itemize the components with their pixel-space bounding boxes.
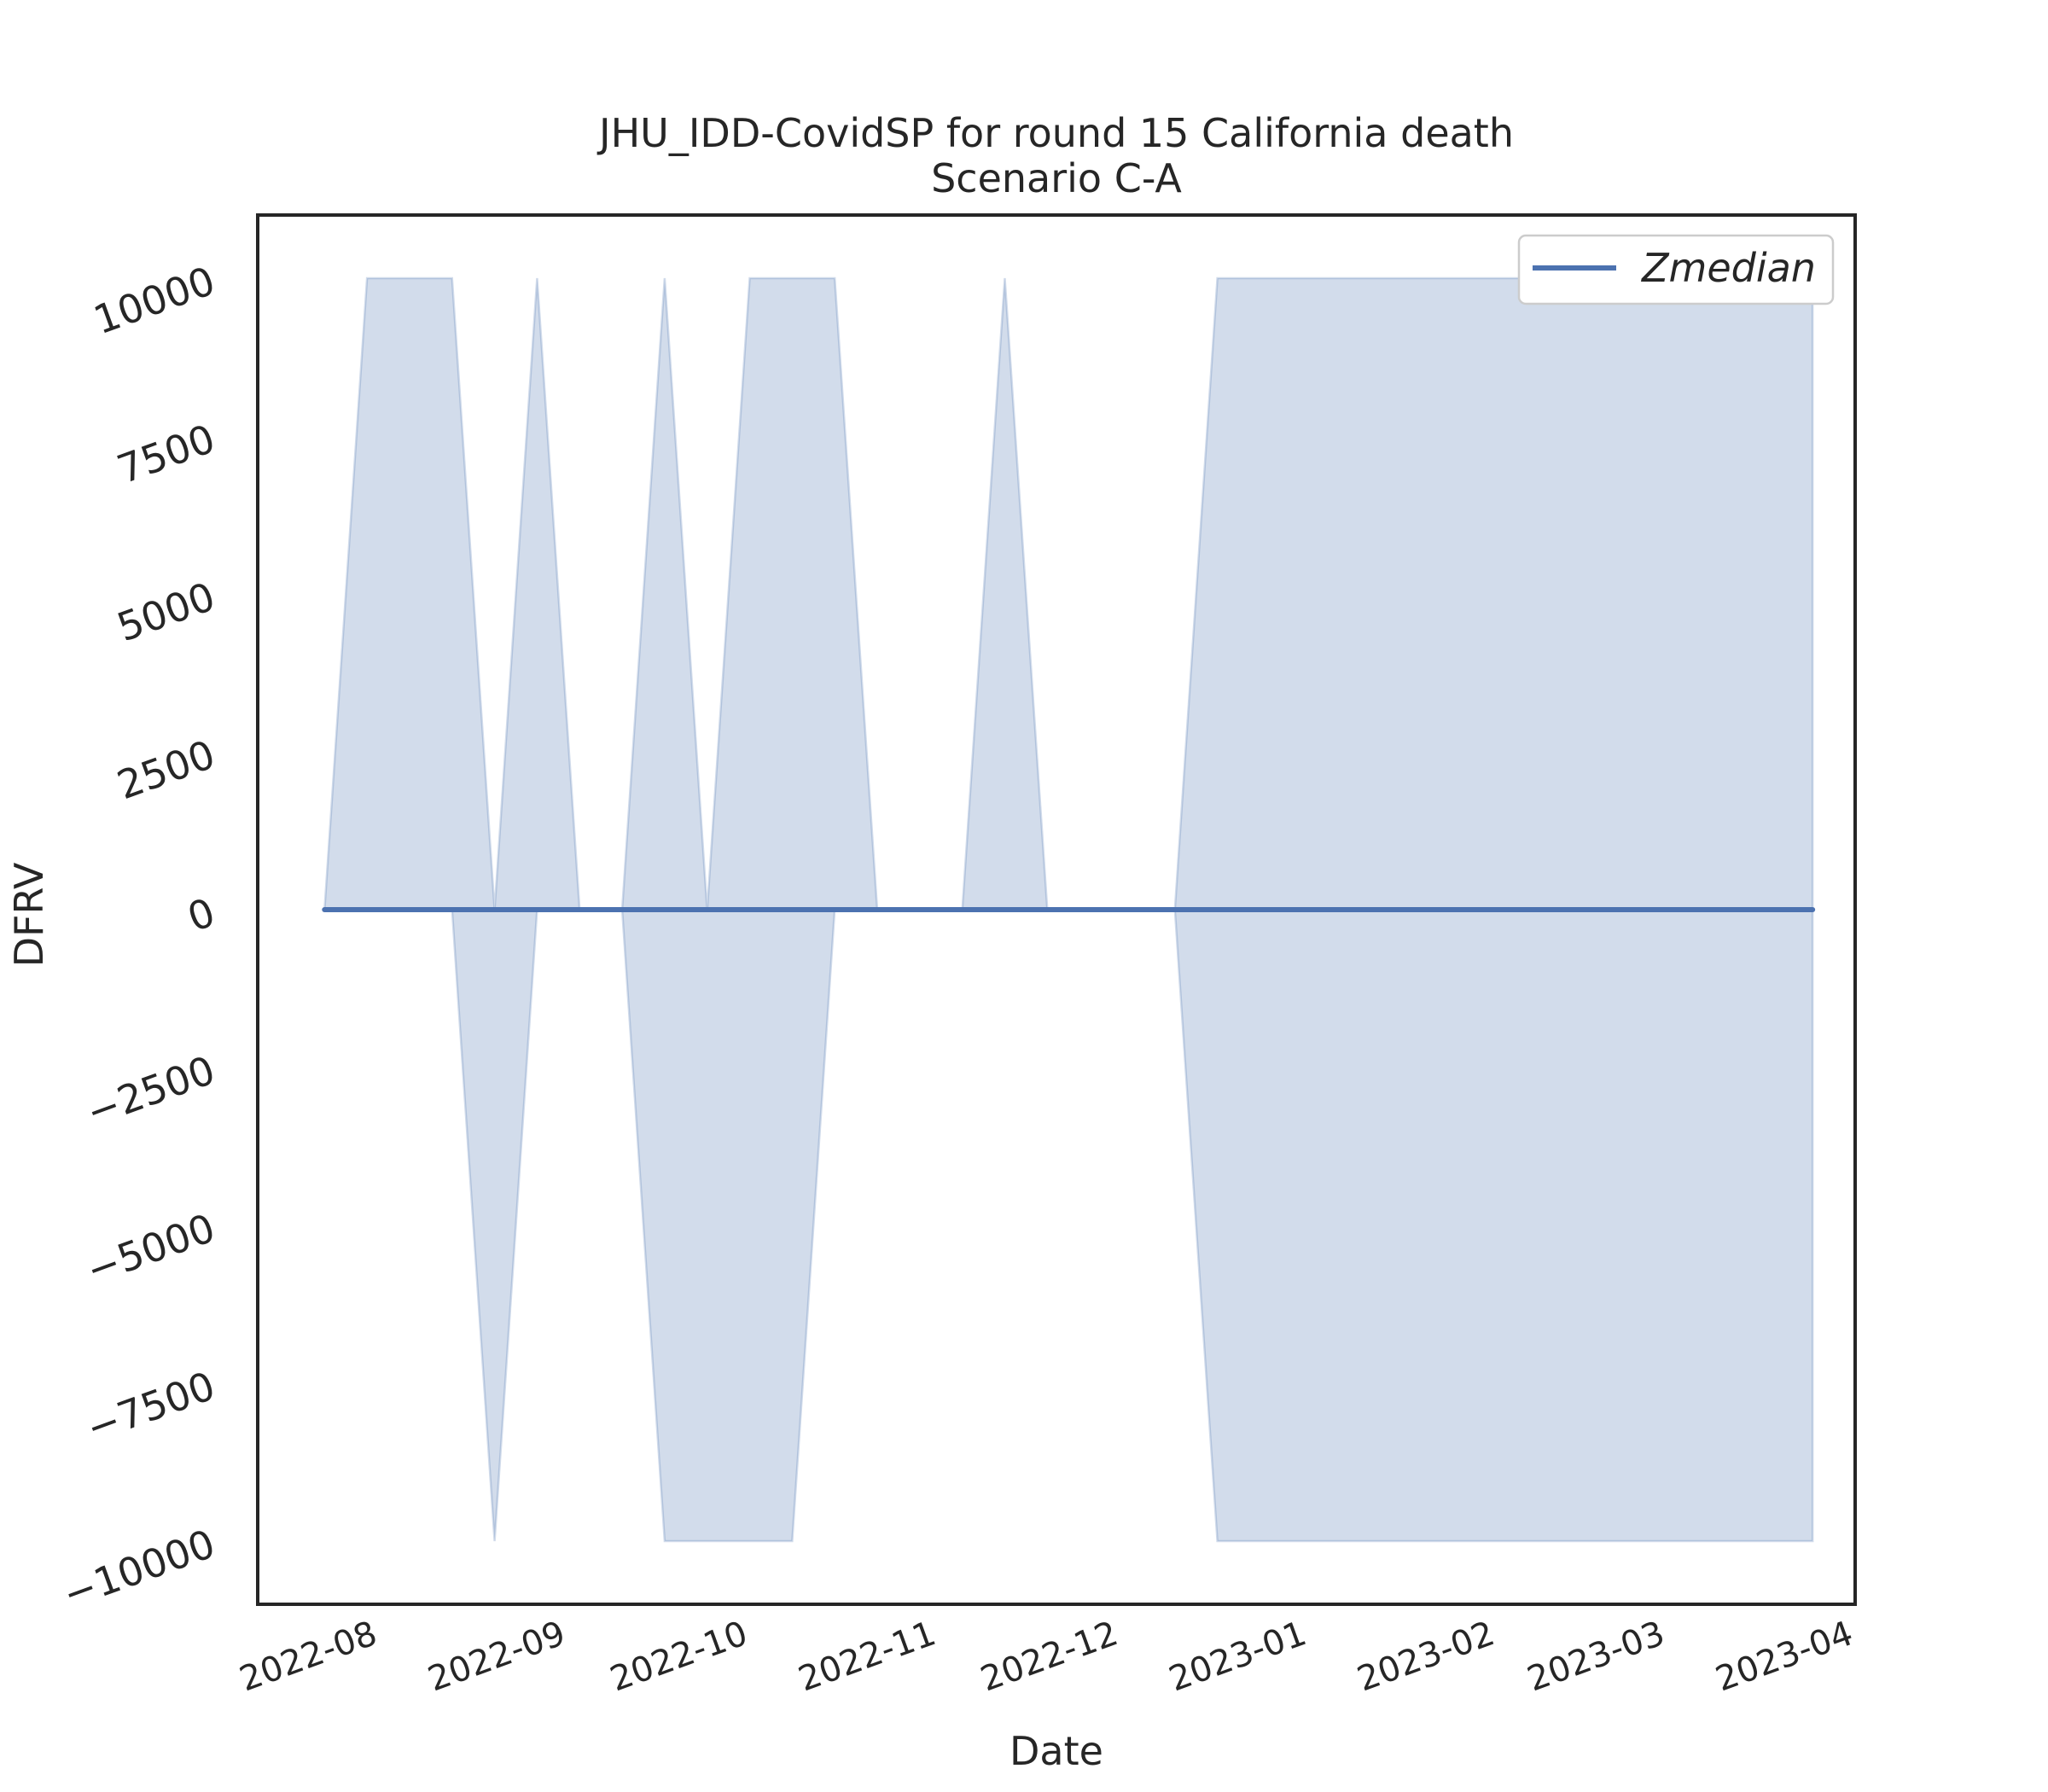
x-axis-ticks: 2022-08 2022-09 2022-10 2022-11 2022-12 2023-… <box>235 1614 1858 1699</box>
x-tick-label: 2023-03 <box>1522 1614 1670 1699</box>
x-axis-label: Date <box>1009 1728 1103 1774</box>
chart-subtitle: Scenario C-A <box>931 155 1182 201</box>
legend-box <box>1517 234 1835 305</box>
y-axis-label: DFRV <box>6 862 52 967</box>
x-tick-label: 2022-09 <box>423 1614 571 1699</box>
y-tick-label: 10000 <box>88 258 221 344</box>
x-tick-label: 2022-10 <box>605 1614 753 1699</box>
y-tick-label: 0 <box>182 889 221 941</box>
y-tick-label: −7500 <box>80 1363 221 1452</box>
y-axis-ticks: −10000 −7500 −5000 −2500 0 2500 5000 7500 10000 <box>57 258 221 1618</box>
x-tick-label: 2023-02 <box>1353 1614 1500 1699</box>
legend: Zmedian <box>1517 234 1835 305</box>
legend-label: Zmedian <box>1640 245 1816 291</box>
y-tick-label: 2500 <box>111 731 220 809</box>
x-tick-label: 2023-04 <box>1711 1614 1859 1699</box>
y-tick-label: −10000 <box>57 1521 221 1618</box>
x-tick-label: 2023-01 <box>1164 1614 1312 1699</box>
plot-frame <box>256 213 1857 1606</box>
y-tick-label: −5000 <box>80 1205 221 1294</box>
y-tick-label: 7500 <box>111 416 220 493</box>
chart-title: JHU_IDD-CovidSP for round 15 California … <box>596 110 1514 156</box>
x-tick-label: 2022-08 <box>235 1614 382 1699</box>
x-tick-label: 2022-11 <box>794 1614 941 1699</box>
y-tick-label: 5000 <box>111 573 220 651</box>
plot-area <box>256 213 1857 1606</box>
y-tick-label: −2500 <box>80 1047 221 1136</box>
x-tick-label: 2022-12 <box>975 1614 1123 1699</box>
